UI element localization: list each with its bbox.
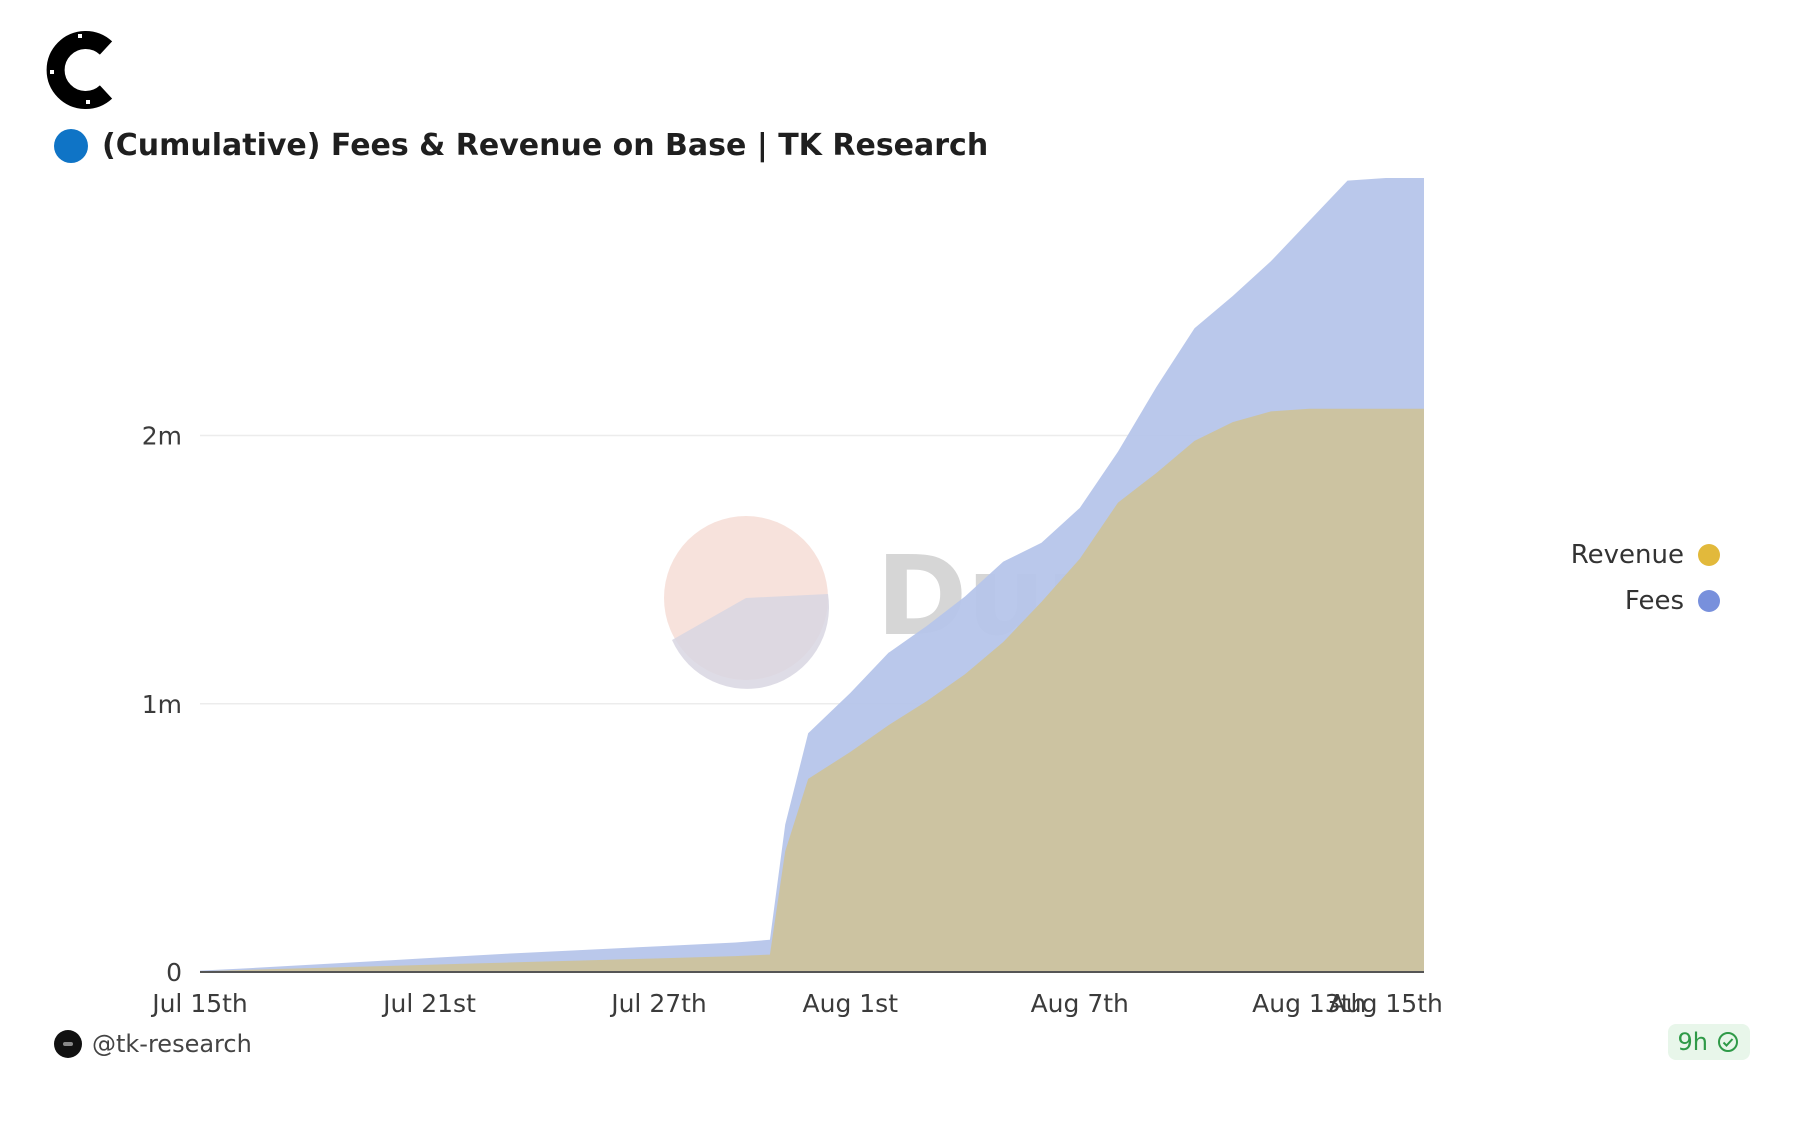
author-name: @tk-research: [92, 1030, 252, 1058]
area-series-revenue: [200, 408, 1424, 972]
x-tick-label: Jul 27th: [609, 989, 707, 1018]
x-tick-label: Aug 15th: [1329, 989, 1443, 1018]
title-dot-icon: [54, 128, 88, 163]
y-tick-label: 0: [166, 958, 182, 987]
c-logo-icon: [46, 31, 113, 109]
chart-title-row: (Cumulative) Fees & Revenue on Base | TK…: [54, 128, 988, 163]
y-tick-label: 1m: [142, 690, 182, 719]
legend-label: Revenue: [1570, 540, 1684, 570]
legend-item-fees[interactable]: Fees: [1571, 578, 1720, 624]
x-tick-label: Aug 7th: [1031, 989, 1129, 1018]
legend-dot-icon: [1698, 544, 1720, 566]
x-tick-label: Jul 21st: [381, 989, 476, 1018]
y-tick-label: 2m: [142, 422, 182, 451]
x-tick-label: Aug 13th: [1252, 989, 1366, 1018]
legend-item-revenue[interactable]: Revenue: [1571, 532, 1720, 578]
chart-legend: Revenue Fees: [1571, 532, 1720, 624]
check-circle-icon: [1718, 1032, 1738, 1052]
freshness-badge[interactable]: 9h: [1667, 1024, 1750, 1060]
legend-dot-icon: [1698, 590, 1720, 612]
avatar: [54, 1030, 82, 1058]
chart-title: (Cumulative) Fees & Revenue on Base | TK…: [102, 128, 989, 163]
freshness-text: 9h: [1677, 1028, 1708, 1056]
x-tick-label: Aug 1st: [803, 989, 899, 1018]
x-tick-label: Jul 15th: [150, 989, 248, 1018]
author-link[interactable]: @tk-research: [54, 1030, 252, 1058]
legend-label: Fees: [1624, 586, 1684, 616]
